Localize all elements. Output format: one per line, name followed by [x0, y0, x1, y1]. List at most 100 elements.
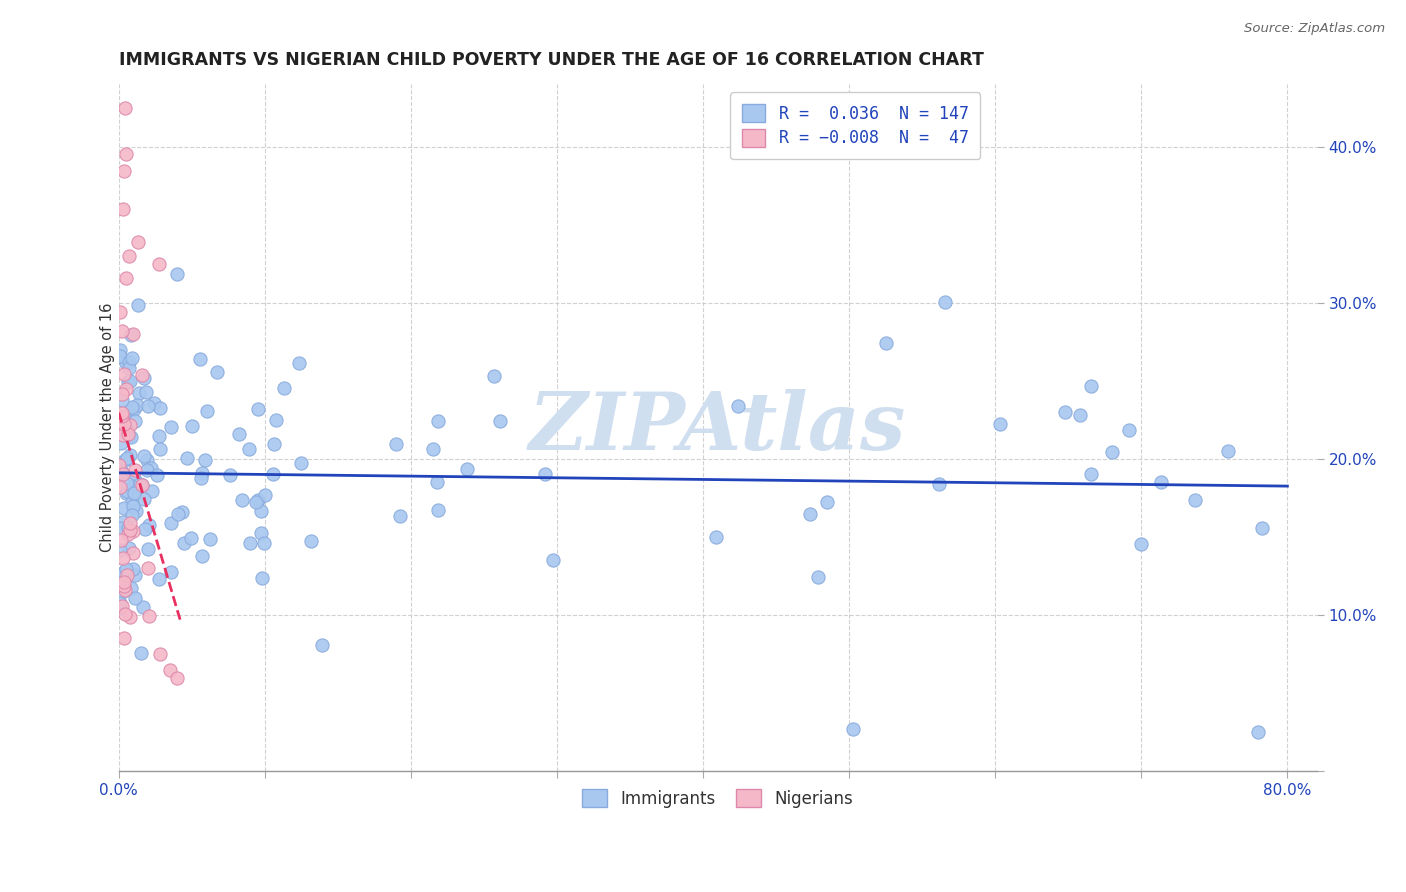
- Point: [108, 418, 131, 433]
- Point: [1247, 725, 1270, 739]
- Point: [928, 477, 950, 491]
- Point: [1184, 492, 1206, 507]
- Point: [124, 568, 146, 582]
- Point: [120, 418, 142, 433]
- Point: [149, 647, 172, 661]
- Point: [115, 476, 138, 491]
- Point: [1101, 445, 1123, 459]
- Point: [875, 335, 897, 350]
- Point: [124, 414, 146, 428]
- Point: [112, 368, 135, 382]
- Point: [118, 523, 141, 537]
- Point: [128, 477, 150, 491]
- Point: [194, 453, 217, 467]
- Point: [122, 401, 145, 416]
- Point: [934, 295, 956, 310]
- Point: [1251, 521, 1274, 535]
- Point: [118, 360, 141, 375]
- Point: [112, 202, 135, 216]
- Point: [290, 456, 312, 470]
- Point: [114, 101, 136, 115]
- Point: [114, 453, 136, 467]
- Point: [807, 570, 830, 584]
- Point: [115, 486, 138, 500]
- Point: [815, 495, 838, 509]
- Point: [117, 527, 139, 541]
- Point: [121, 485, 143, 500]
- Point: [134, 371, 156, 385]
- Point: [135, 385, 157, 400]
- Point: [117, 521, 139, 535]
- Point: [114, 356, 136, 370]
- Point: [988, 417, 1011, 432]
- Point: [1080, 379, 1102, 393]
- Point: [148, 573, 170, 587]
- Point: [132, 449, 155, 463]
- Point: [120, 581, 142, 595]
- Point: [114, 382, 136, 396]
- Point: [115, 423, 138, 437]
- Point: [120, 327, 142, 342]
- Point: [160, 516, 183, 531]
- Point: [181, 419, 204, 434]
- Point: [138, 400, 160, 414]
- Point: [231, 493, 253, 508]
- Point: [122, 471, 145, 485]
- Point: [273, 381, 295, 395]
- Point: [166, 671, 188, 685]
- Point: [238, 442, 260, 457]
- Point: [250, 571, 273, 585]
- Point: [121, 400, 143, 414]
- Point: [311, 638, 333, 652]
- Point: [482, 369, 505, 384]
- Point: [111, 465, 134, 479]
- Point: [166, 267, 188, 281]
- Point: [127, 297, 149, 311]
- Point: [146, 467, 169, 482]
- Point: [149, 401, 172, 416]
- Point: [121, 508, 143, 522]
- Point: [138, 518, 160, 533]
- Point: [218, 467, 240, 482]
- Point: [108, 596, 131, 610]
- Point: [112, 632, 135, 646]
- Point: [112, 163, 135, 178]
- Point: [124, 485, 146, 500]
- Point: [131, 478, 153, 492]
- Point: [141, 484, 163, 499]
- Point: [128, 235, 150, 250]
- Point: [115, 450, 138, 465]
- Point: [115, 147, 138, 161]
- Point: [120, 375, 142, 389]
- Point: [489, 414, 512, 428]
- Point: [108, 349, 131, 363]
- Point: [108, 521, 131, 535]
- Point: [122, 524, 145, 538]
- Point: [727, 399, 749, 413]
- Point: [299, 533, 322, 548]
- Point: [121, 495, 143, 509]
- Text: Source: ZipAtlas.com: Source: ZipAtlas.com: [1244, 22, 1385, 36]
- Point: [159, 663, 181, 677]
- Point: [118, 609, 141, 624]
- Point: [176, 450, 198, 465]
- Point: [127, 398, 149, 412]
- Point: [108, 458, 131, 472]
- Point: [117, 375, 139, 389]
- Text: ZIPAtlas: ZIPAtlas: [529, 389, 907, 467]
- Point: [114, 607, 136, 621]
- Point: [110, 533, 132, 547]
- Point: [1150, 475, 1173, 490]
- Point: [389, 509, 412, 524]
- Point: [166, 508, 188, 522]
- Point: [422, 442, 444, 456]
- Point: [132, 491, 155, 506]
- Point: [239, 536, 262, 550]
- Point: [110, 436, 132, 450]
- Point: [120, 429, 142, 443]
- Point: [841, 722, 863, 736]
- Point: [124, 591, 146, 605]
- Point: [198, 532, 221, 546]
- Point: [385, 436, 408, 450]
- Point: [426, 414, 449, 428]
